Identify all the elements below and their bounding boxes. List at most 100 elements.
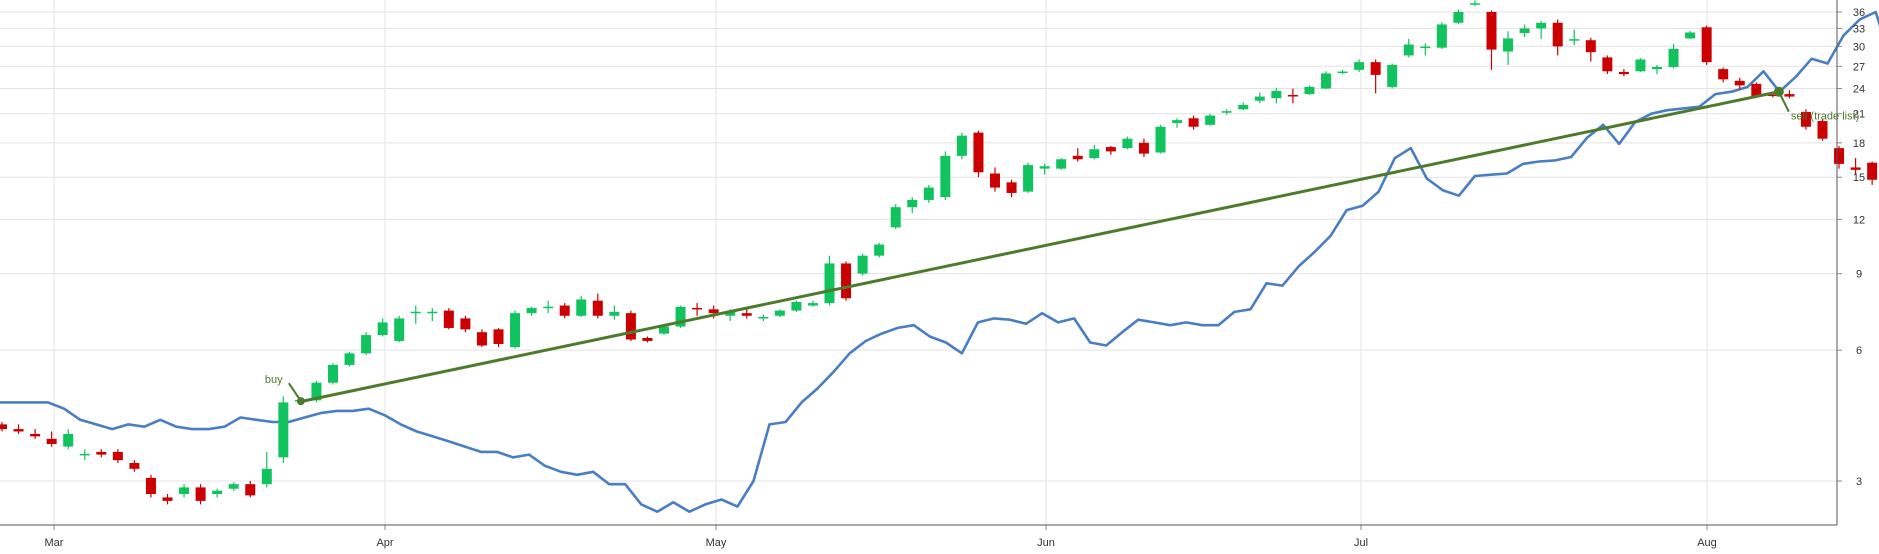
candle-body [824, 263, 835, 304]
candle-body [725, 311, 736, 316]
candle [642, 336, 653, 343]
candle-body [1304, 86, 1315, 95]
candle [1652, 64, 1662, 75]
candle-body [1635, 59, 1646, 72]
candle [0, 422, 7, 432]
candle [278, 396, 289, 464]
candle-body [1138, 142, 1149, 154]
candle-body [741, 313, 752, 316]
candle [129, 460, 140, 472]
candle-body [1354, 62, 1365, 70]
candle [1701, 25, 1712, 65]
candle [1718, 67, 1729, 83]
candle-body [791, 301, 802, 311]
candle [956, 132, 967, 160]
candle-body [162, 497, 173, 501]
candle-body [675, 306, 686, 327]
y-tick-label: 27 [1853, 61, 1865, 73]
candle [1403, 39, 1414, 58]
candle [112, 449, 123, 464]
candle-body [1734, 80, 1745, 86]
candle [973, 130, 984, 178]
candle-body [1867, 162, 1878, 180]
y-tick-label: 12 [1853, 214, 1865, 226]
candle [63, 429, 74, 450]
candle-body [841, 263, 852, 299]
candle-body [1172, 120, 1183, 123]
candle-body [1006, 182, 1017, 193]
candle [1850, 158, 1861, 175]
candle [1188, 115, 1199, 130]
candle-body [807, 303, 818, 306]
candle [1834, 145, 1845, 169]
candle-body [890, 207, 901, 228]
candle-body [460, 318, 471, 330]
candle [361, 332, 372, 355]
candle [1387, 63, 1398, 89]
candle [1105, 145, 1116, 155]
y-tick-label: 3 [1856, 476, 1862, 488]
candle [824, 255, 835, 306]
candle [344, 351, 355, 367]
sell-label: sell (trade list) [1791, 111, 1859, 123]
candle-body [377, 322, 388, 336]
candle-body [956, 135, 967, 156]
candle-body [13, 429, 24, 432]
candle [1569, 29, 1580, 46]
candle-body [1850, 167, 1861, 170]
sell-pointer [1777, 91, 1790, 113]
candle-body [973, 132, 984, 173]
candle [476, 329, 487, 348]
candle [1734, 77, 1745, 90]
candle-body [328, 364, 338, 383]
candle [1800, 109, 1811, 130]
candle [857, 253, 868, 276]
candle [1122, 136, 1133, 150]
x-tick-label: Aug [1697, 537, 1717, 549]
candle [841, 261, 852, 301]
candle-body [1023, 165, 1034, 192]
candle [874, 242, 885, 258]
candle [1453, 9, 1464, 24]
candle [692, 303, 703, 316]
candle-body [1784, 94, 1795, 97]
candle [940, 151, 951, 200]
candle-body [1089, 149, 1100, 159]
comparison-line [0, 10, 1879, 513]
candle [1503, 31, 1514, 65]
candle [609, 305, 620, 320]
candle [907, 197, 918, 214]
candle [1420, 43, 1431, 56]
candle-body [344, 353, 355, 365]
candle [328, 363, 338, 385]
candle-body [659, 326, 669, 334]
candle-body [1817, 121, 1828, 139]
candle-body [1618, 71, 1629, 75]
candle-body [1536, 22, 1547, 29]
candle [510, 310, 521, 349]
candle [592, 293, 603, 319]
candle [179, 484, 190, 498]
candle [195, 484, 206, 505]
candle [1321, 71, 1331, 90]
candle [741, 308, 752, 319]
candle-body [1205, 115, 1216, 125]
candle-body [1668, 48, 1679, 67]
candle [1668, 43, 1679, 69]
candle-body [708, 309, 719, 314]
candle-body [1685, 32, 1696, 39]
candle-body [129, 463, 140, 469]
candle-body [1072, 155, 1083, 160]
candle-body [576, 299, 587, 316]
candle [427, 308, 438, 322]
candle [1486, 10, 1497, 70]
candle-body [96, 451, 107, 455]
candle-body [1188, 118, 1199, 127]
candle-body [63, 433, 74, 447]
candle [675, 305, 686, 328]
candle [212, 488, 223, 498]
candle [1354, 59, 1365, 72]
candle [1436, 22, 1447, 49]
